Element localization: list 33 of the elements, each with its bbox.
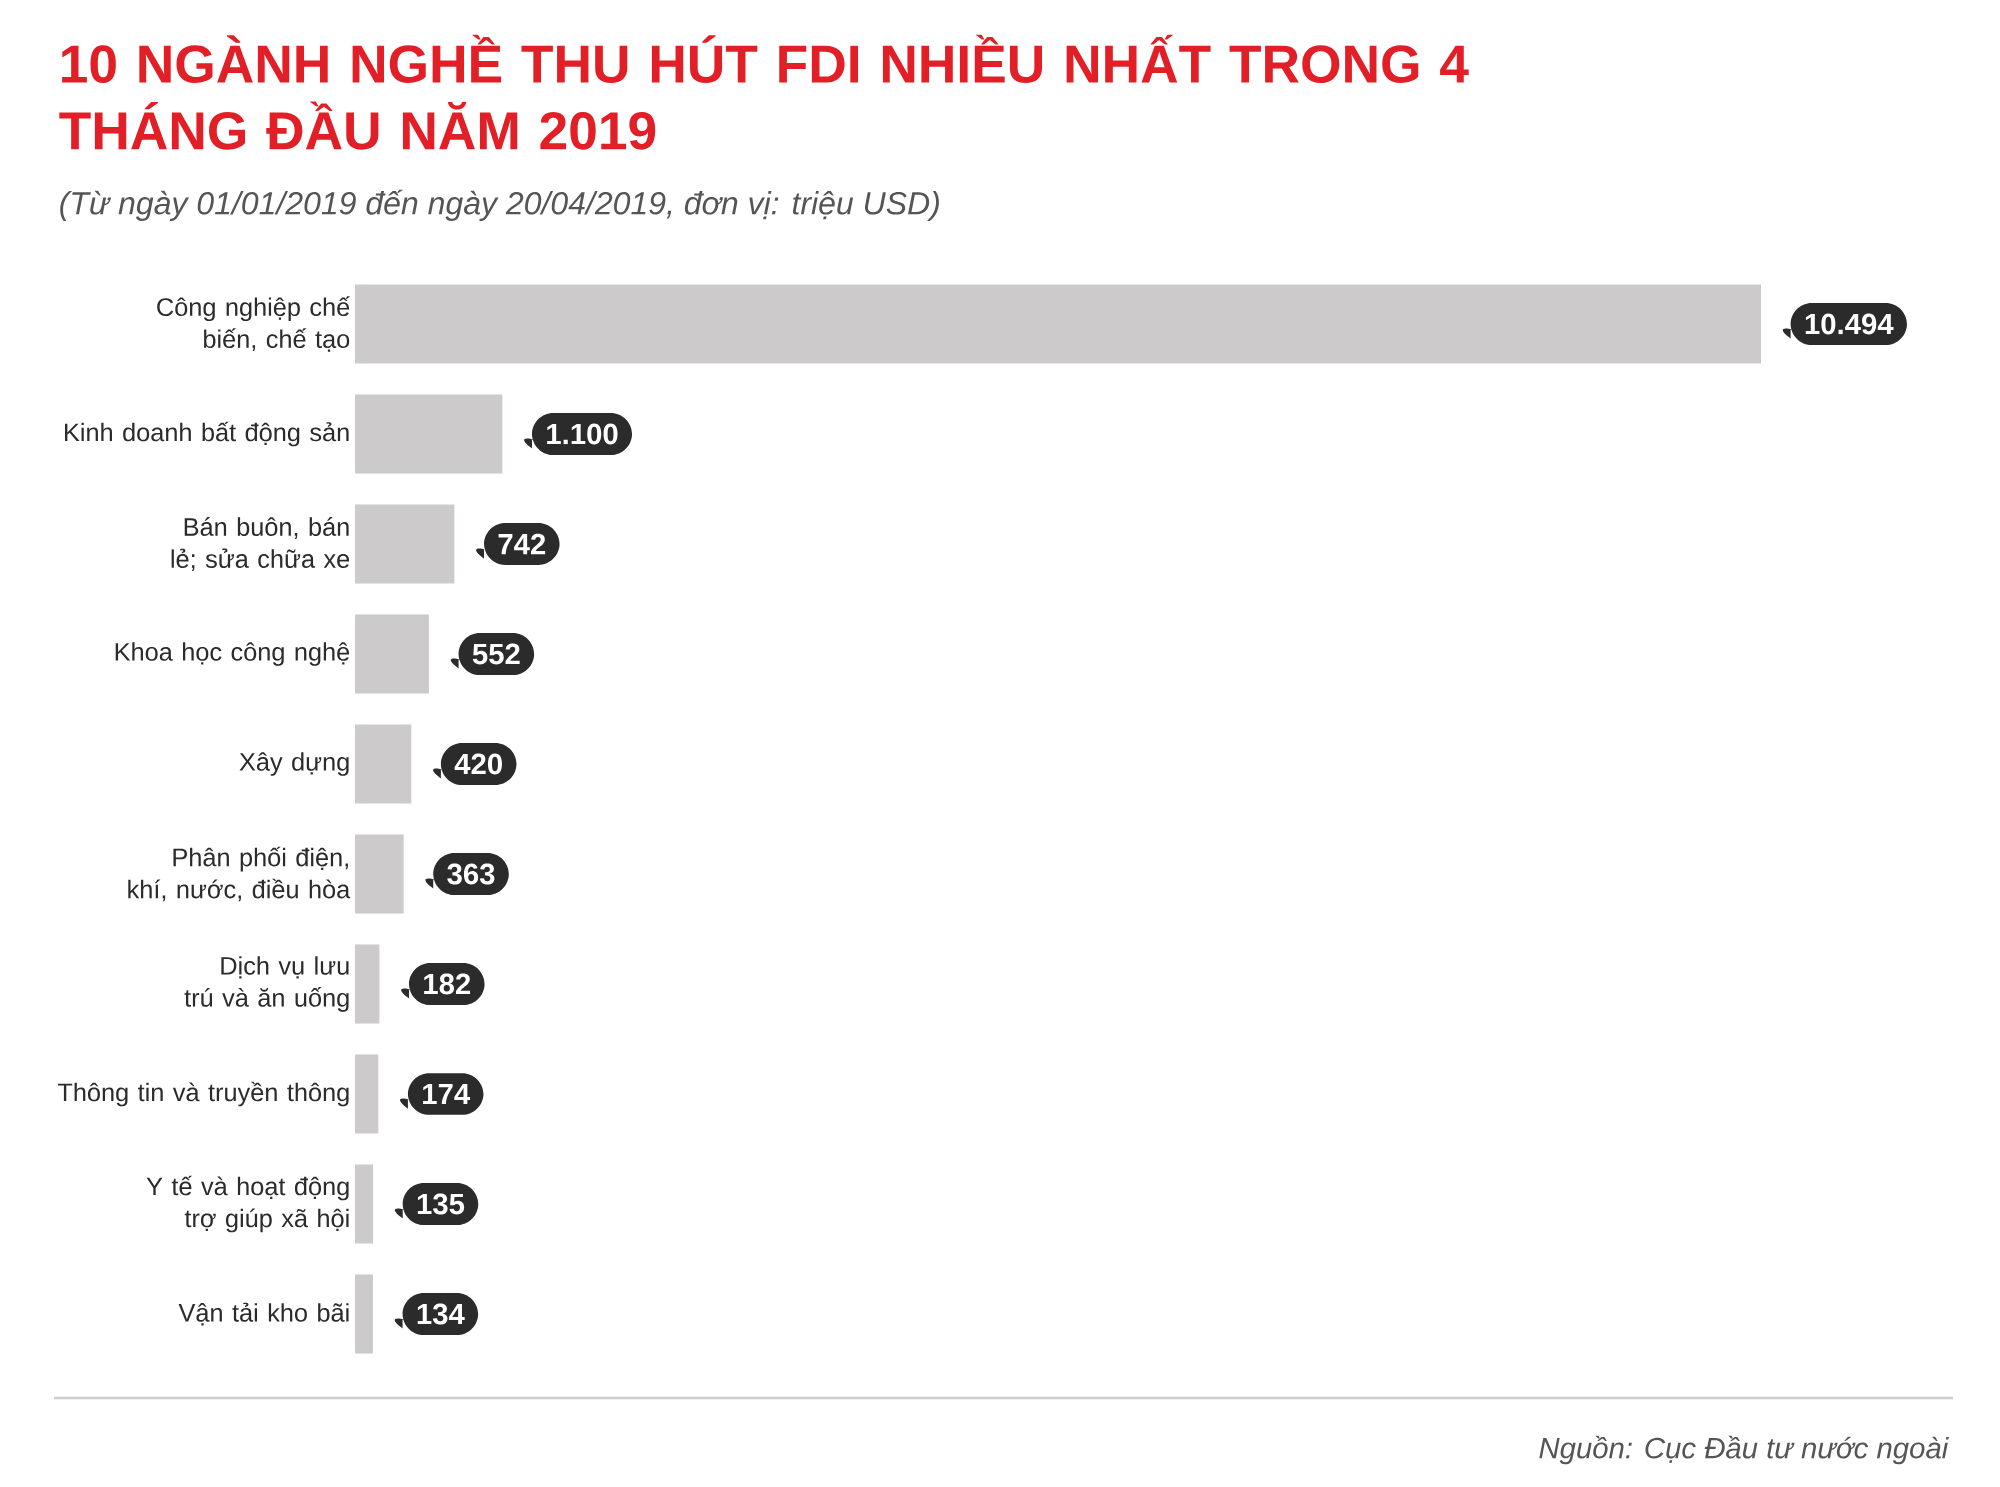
data-label: 10.494 <box>1805 313 1894 335</box>
y-tick-label: Khoa học công nghệ <box>115 642 350 666</box>
bar <box>355 394 503 474</box>
data-label: 174 <box>423 1083 471 1105</box>
bar <box>355 724 412 804</box>
bar <box>355 1164 374 1244</box>
y-tick-label: Vận tải kho bãi <box>178 1302 349 1326</box>
bar <box>355 944 380 1024</box>
data-label: 1.100 <box>547 423 618 445</box>
y-tick-label: Thông tin và truyền thông <box>57 1081 349 1107</box>
bar <box>355 834 404 914</box>
bar <box>355 614 429 694</box>
y-tick-label: Bán buôn, bán lẻ; sửa chữa xe <box>171 517 350 571</box>
bar <box>355 1274 373 1354</box>
chart-title: 10 NGÀNH NGHỀ THU HÚT FDI NHIỀU NHẤT TRONG 4 THÁNG ĐẦU NĂM 2019 <box>59 34 1469 150</box>
bar <box>355 1054 379 1134</box>
data-label: 742 <box>498 533 546 555</box>
data-label: 182 <box>424 973 471 995</box>
data-label: 363 <box>447 863 495 885</box>
data-label: 135 <box>417 1193 465 1215</box>
data-label: 552 <box>472 643 520 665</box>
y-tick-label: Dịch vụ lưu trú và ăn uống <box>184 956 349 1012</box>
data-label: 420 <box>454 753 502 775</box>
text: Nguồn: Cục Đầu tư nước ngoài <box>1539 1435 1949 1465</box>
y-tick-label: Kinh doanh bất động sản <box>65 421 349 447</box>
y-tick-label: Xây dựng <box>239 752 349 776</box>
bar <box>355 504 455 584</box>
bar <box>355 284 1761 364</box>
y-tick-label: Y tế và hoạt động trợ giúp xã hội <box>146 1175 349 1233</box>
y-tick-label: Phân phối điện, khí, nước, điều hòa <box>128 846 351 902</box>
data-label: 134 <box>417 1303 465 1325</box>
chart-subtitle: (Từ ngày 01/01/2019 đến ngày 20/04/2019, đơn vị: triệu USD) <box>60 189 939 221</box>
y-tick-label: Công nghiệp chế biến, chế tạo <box>157 296 350 352</box>
